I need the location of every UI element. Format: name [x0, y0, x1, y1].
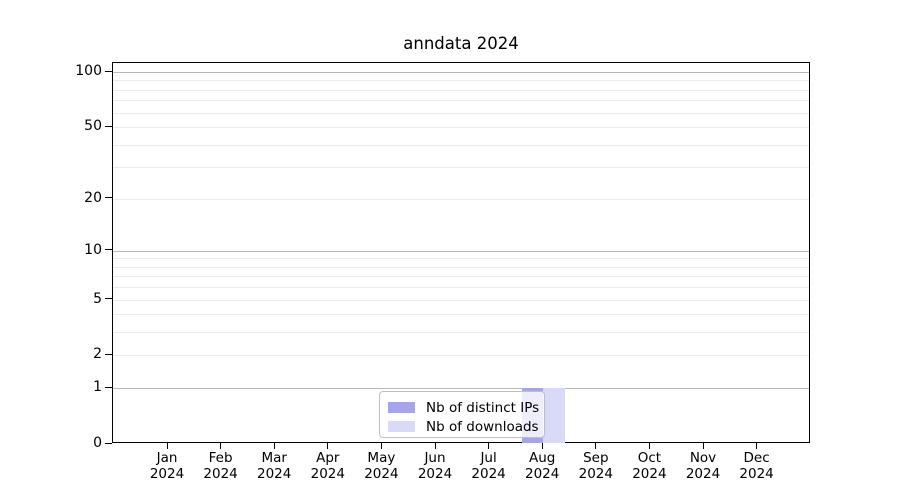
gridline-y-3 [113, 332, 809, 334]
gridline-y-5 [113, 299, 809, 301]
year-text: 2024 [203, 465, 238, 482]
x-tick-label-apr: Apr 2024 [298, 450, 358, 482]
legend-item-downloads: Nb of downloads [388, 417, 539, 436]
downloads-swatch [388, 421, 415, 432]
month-text: Apr [316, 450, 340, 466]
y-tick-label-100: 100 [75, 63, 102, 79]
y-tick-50 [105, 125, 112, 127]
gridline-y-9 [113, 258, 809, 260]
gridline-y-60 [113, 112, 809, 114]
x-tick-label-oct: Oct 2024 [619, 450, 679, 482]
gridline-y-20 [113, 198, 809, 200]
month-text: Nov [689, 450, 717, 466]
month-text: Aug [529, 450, 556, 466]
gridline-y-1 [113, 388, 809, 390]
year-text: 2024 [149, 465, 185, 482]
x-tick-mar [273, 443, 275, 449]
y-tick-20 [105, 197, 112, 199]
gridline-y-7 [113, 276, 809, 278]
month-text: Jun [424, 450, 446, 466]
x-tick-label-may: May 2024 [351, 450, 411, 482]
y-tick-label-5: 5 [93, 290, 102, 307]
year-text: 2024 [257, 465, 292, 482]
year-text: 2024 [310, 465, 345, 482]
month-text: Mar [261, 450, 287, 466]
x-tick-aug [541, 443, 543, 449]
month-text: Jan [156, 450, 178, 466]
x-tick-jun [434, 443, 436, 449]
chart-title: anndata 2024 [403, 34, 519, 53]
x-tick-label-dec: Dec 2024 [727, 450, 787, 482]
month-text: Feb [208, 450, 233, 466]
gridline-y-4 [113, 314, 809, 316]
x-tick-oct [648, 443, 651, 449]
x-tick-jan [166, 443, 168, 449]
year-text: 2024 [578, 465, 613, 482]
gridline-y-10 [113, 250, 809, 252]
month-text: May [367, 450, 396, 466]
bar-downloads-aug-2024 [543, 388, 565, 443]
gridline-y-70 [113, 100, 809, 102]
y-tick-label-0: 0 [93, 435, 102, 451]
year-text: 2024 [739, 465, 774, 482]
y-tick-label-50: 50 [84, 118, 102, 135]
x-tick-dec [756, 443, 758, 449]
x-tick-nov [702, 443, 704, 449]
year-text: 2024 [525, 465, 560, 482]
y-tick-0 [105, 442, 112, 444]
y-tick-label-10: 10 [84, 241, 102, 258]
year-text: 2024 [471, 465, 506, 482]
y-tick-100 [105, 70, 112, 72]
y-tick-10 [105, 249, 112, 251]
x-tick-label-feb: Feb 2024 [191, 450, 251, 482]
y-tick-label-2: 2 [93, 346, 102, 363]
legend-label-distinct-ips: Nb of distinct IPs [426, 399, 540, 416]
x-tick-label-aug: Aug 2024 [512, 450, 572, 482]
year-text: 2024 [685, 465, 721, 482]
y-tick-label-1: 1 [93, 379, 102, 396]
x-tick-label-sep: Sep 2024 [566, 450, 626, 482]
y-tick-5 [105, 298, 112, 300]
x-tick-label-jun: Jun 2024 [405, 450, 465, 482]
legend-label-downloads: Nb of downloads [426, 418, 539, 435]
plot-area: Nb of distinct IPs Nb of downloads [112, 62, 810, 443]
year-text: 2024 [417, 465, 453, 482]
gridline-y-90 [113, 80, 809, 82]
distinct-ips-swatch [388, 402, 415, 413]
month-text: Dec [743, 450, 770, 466]
year-text: 2024 [364, 465, 399, 482]
x-tick-feb [220, 443, 222, 449]
gridline-y-80 [113, 89, 809, 91]
x-tick-sep [595, 443, 597, 449]
y-tick-label-20: 20 [84, 189, 102, 206]
x-tick-label-jan: Jan 2024 [137, 450, 197, 482]
gridline-y-40 [113, 144, 809, 146]
x-tick-label-nov: Nov 2024 [673, 450, 733, 482]
x-tick-may [380, 443, 383, 449]
x-tick-label-mar: Mar 2024 [244, 450, 304, 482]
gridline-y-8 [113, 266, 809, 268]
month-text: Sep [583, 450, 609, 466]
gridline-y-6 [113, 287, 809, 289]
gridline-y-30 [113, 167, 809, 169]
x-tick-apr [327, 443, 329, 449]
legend-item-distinct-ips: Nb of distinct IPs [388, 398, 540, 417]
month-text: Oct [637, 450, 662, 466]
gridline-y-2 [113, 355, 809, 357]
y-tick-2 [105, 353, 112, 356]
month-text: Jul [480, 450, 497, 466]
gridline-y-50 [113, 127, 809, 129]
gridline-y-100 [113, 72, 809, 73]
y-tick-1 [105, 386, 112, 388]
x-tick-label-jul: Jul 2024 [459, 450, 519, 482]
legend: Nb of distinct IPs Nb of downloads [379, 391, 545, 438]
year-text: 2024 [632, 465, 667, 482]
x-tick-jul [488, 443, 490, 449]
